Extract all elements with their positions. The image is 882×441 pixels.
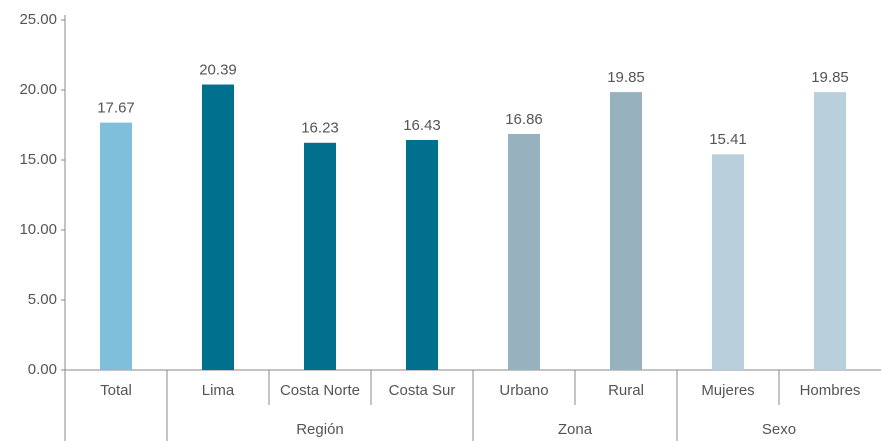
value-label: 16.86 [505,111,543,128]
y-tick-label: 5.00 [28,291,57,308]
y-tick-label: 25.00 [19,11,57,28]
value-label: 15.41 [709,131,747,148]
value-label: 16.43 [403,117,441,134]
value-label: 19.85 [607,69,645,86]
y-tick-label: 10.00 [19,221,57,238]
bar [406,139,438,370]
y-tick-label: 15.00 [19,151,57,168]
x-tick-label: Lima [202,382,235,399]
bar [508,133,540,370]
group-label: Sexo [762,421,796,438]
bar [712,154,744,370]
x-tick-label: Total [100,382,132,399]
bar [610,92,642,370]
group-label: Zona [558,421,593,438]
x-tick-label: Rural [608,382,644,399]
y-tick-label: 20.00 [19,81,57,98]
group-label: Región [296,421,344,438]
x-tick-label: Mujeres [701,382,754,399]
bar [202,84,234,370]
bar [304,142,336,370]
x-tick-label: Costa Norte [280,382,360,399]
x-tick-label: Costa Sur [389,382,456,399]
x-tick-label: Hombres [800,382,861,399]
bar [814,92,846,370]
value-label: 16.23 [301,120,339,137]
x-tick-label: Urbano [499,382,548,399]
y-tick-label: 0.00 [28,361,57,378]
value-label: 17.67 [97,100,135,117]
bar [100,122,132,371]
value-label: 19.85 [811,69,849,86]
value-label: 20.39 [199,62,237,79]
